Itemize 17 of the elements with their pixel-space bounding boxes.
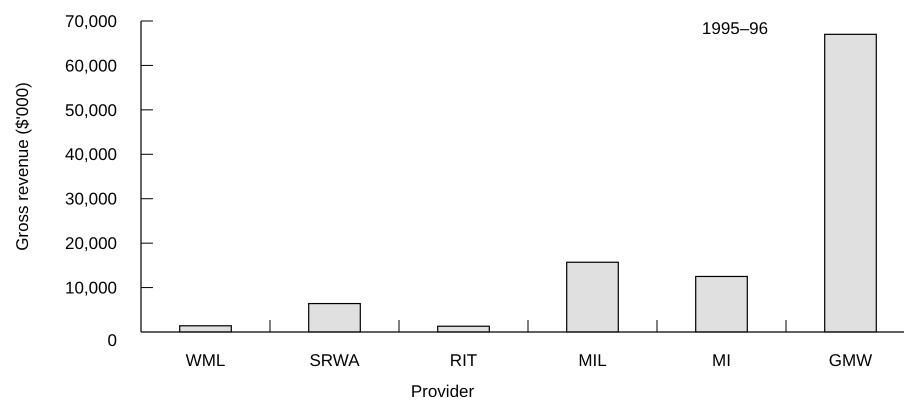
y-tick-label: 50,000 — [65, 100, 117, 120]
x-tick-label: WML — [186, 351, 226, 370]
x-tick-label: SRWA — [309, 351, 360, 370]
y-axis-title: Gross revenue ($'000) — [13, 82, 32, 251]
y-tick-label: 40,000 — [65, 145, 117, 164]
x-tick-label: MI — [712, 351, 731, 370]
x-tick-label: RIT — [450, 351, 478, 370]
y-tick-label: 30,000 — [65, 190, 117, 209]
x-tick-label: MIL — [578, 351, 607, 370]
y-tick-label: 60,000 — [65, 56, 117, 76]
x-tick-label: GMW — [828, 351, 872, 370]
y-tick-label: 70,000 — [65, 12, 117, 31]
y-tick-label: 10,000 — [65, 278, 117, 298]
y-tick-label: 0 — [108, 330, 117, 350]
x-axis-title: Provider — [410, 382, 474, 401]
chart-title: 1995–96 — [702, 19, 768, 38]
y-tick-label: 20,000 — [65, 234, 117, 254]
